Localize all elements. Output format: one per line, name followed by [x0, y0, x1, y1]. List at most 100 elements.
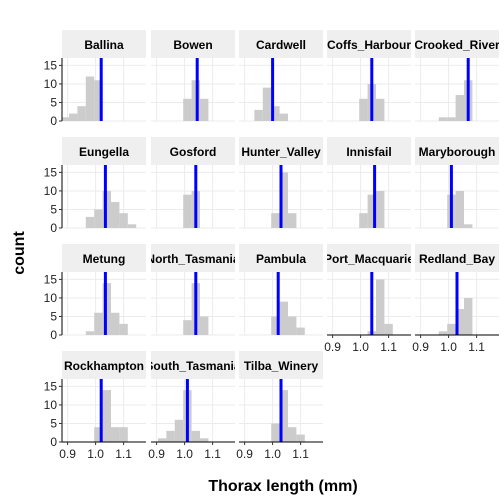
histogram-bar [94, 312, 103, 335]
facet-strip [415, 137, 499, 165]
facet-strip [151, 137, 235, 165]
histogram-bar [288, 213, 297, 228]
facet-strip [151, 244, 235, 272]
histogram-bar [94, 427, 103, 442]
histogram-bar [288, 427, 297, 442]
histogram-bar [464, 224, 473, 228]
facet-bars [438, 297, 473, 335]
facet-strip-label: Crooked_River [414, 38, 500, 52]
facet-bars [62, 76, 103, 121]
facet-strip-label: Innisfail [346, 145, 391, 159]
facet-metung: Metung 0 5 10 15 [44, 244, 146, 342]
histogram-bar [359, 213, 368, 228]
x-tick-label: 0.9 [59, 447, 76, 461]
histogram-bar [119, 323, 128, 335]
histogram-bar [183, 98, 192, 121]
histogram-bar [85, 76, 95, 121]
histogram-bar [191, 430, 200, 442]
y-tick-label: 10 [44, 398, 58, 412]
histogram-bar [384, 323, 393, 335]
facet-port-macquarie: Port_Macquarie 0.9 1.0 1.1 [324, 244, 414, 354]
facet-strip-label: Metung [83, 252, 126, 266]
facet-strip-label: Port_Macquarie [324, 252, 414, 266]
facet-strip-label: North_Tasmania [146, 252, 239, 266]
facet-bars [94, 390, 128, 442]
facet-strip-label: Coffs_Harbour [327, 38, 411, 52]
y-tick-label: 15 [44, 58, 58, 72]
x-tick-label: 1.1 [468, 340, 485, 354]
histogram-bar [183, 320, 192, 335]
facet-cardwell: Cardwell [239, 30, 323, 122]
facet-strip-label: Gosford [170, 145, 217, 159]
facet-pambula: Pambula [239, 244, 323, 336]
facet-coffs-harbour: Coffs_Harbour [327, 30, 411, 122]
facet-strip-label: South_Tasmania [145, 359, 240, 373]
facet-strip-label: Tilba_Winery [244, 359, 319, 373]
facet-strip-label: Hunter_Valley [241, 145, 321, 159]
facet-bars [254, 87, 288, 121]
facet-bars [359, 190, 385, 228]
facet-south-tasmania: South_Tasmania 0.9 1.0 1.1 [145, 351, 240, 461]
x-tick-label: 1.0 [352, 340, 369, 354]
facet-grid [327, 272, 411, 336]
histogram-bar [279, 172, 288, 228]
y-tick-label: 10 [44, 184, 58, 198]
histogram-bar [200, 316, 209, 335]
histogram-bar [279, 113, 288, 121]
histogram-bar [271, 106, 280, 121]
histogram-bar [288, 316, 297, 335]
facet-strip-label: Eungella [79, 145, 129, 159]
y-tick-label: 0 [50, 328, 57, 342]
facet-bars [183, 190, 200, 228]
y-tick-label: 5 [50, 202, 57, 216]
y-tick-label: 0 [50, 221, 57, 235]
facet-strip [415, 244, 499, 272]
histogram-bar [94, 80, 103, 121]
x-tick-label: 1.0 [176, 447, 193, 461]
facet-strip [327, 137, 411, 165]
facet-bars [271, 390, 305, 442]
histogram-bar [455, 95, 464, 121]
facet-grid [62, 58, 146, 122]
histogram-bar [200, 438, 209, 442]
histogram-bar [183, 194, 192, 228]
histogram-bar [279, 390, 288, 442]
x-tick-label: 1.1 [115, 447, 132, 461]
facet-strip-label: Cardwell [256, 38, 306, 52]
facet-strip [327, 244, 411, 272]
histogram-bar [296, 434, 305, 442]
x-tick-label: 0.9 [412, 340, 429, 354]
facet-strip [327, 30, 411, 58]
histogram-bar [102, 390, 111, 442]
facet-strip [239, 30, 323, 58]
facet-gosford: Gosford [151, 137, 235, 229]
histogram-bar [119, 213, 128, 228]
x-axis-title: Thorax length (mm) [208, 478, 357, 495]
facet-strip-label: Ballina [84, 38, 124, 52]
y-tick-label: 15 [44, 379, 58, 393]
histogram-bar [62, 117, 69, 121]
y-tick-label: 5 [50, 309, 57, 323]
facet-bars [271, 301, 305, 335]
histogram-bar [438, 117, 448, 121]
facet-strip [62, 30, 146, 58]
histogram-bar [271, 213, 280, 228]
histogram-bar [376, 98, 385, 121]
facet-north-tasmania: North_Tasmania [146, 244, 239, 336]
histogram-bar [77, 106, 86, 121]
facet-strip [62, 244, 146, 272]
facet-strip-label: Maryborough [419, 145, 496, 159]
histogram-bar [119, 427, 128, 442]
facet-bars [158, 390, 209, 442]
histogram-bar [447, 323, 456, 335]
y-tick-label: 5 [50, 416, 57, 430]
y-tick-label: 15 [44, 272, 58, 286]
facet-grid [239, 58, 323, 122]
facet-maryborough: Maryborough [415, 137, 499, 229]
histogram-bar [85, 216, 95, 228]
facet-strip [415, 30, 499, 58]
histogram-bar [111, 202, 120, 228]
facet-innisfail: Innisfail [327, 137, 411, 229]
y-tick-label: 10 [44, 291, 58, 305]
